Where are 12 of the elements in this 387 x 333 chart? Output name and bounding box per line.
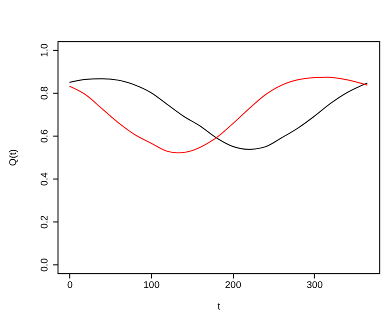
x-tick-label: 100 [143,280,160,292]
y-tick-label: 0.4 [39,172,50,186]
x-tick-label: 300 [306,280,324,292]
x-axis-title: t [217,302,220,313]
y-tick-label: 0.0 [39,258,50,272]
y-tick-label: 0.6 [39,129,50,143]
y-axis-title: Q(t) [8,149,20,166]
x-tick-label: 0 [67,280,74,292]
x-tick-label: 200 [225,280,242,292]
y-tick-label: 1.0 [39,42,50,57]
y-tick-label: 0.2 [39,215,50,229]
y-tick-label: 0.8 [39,86,50,100]
